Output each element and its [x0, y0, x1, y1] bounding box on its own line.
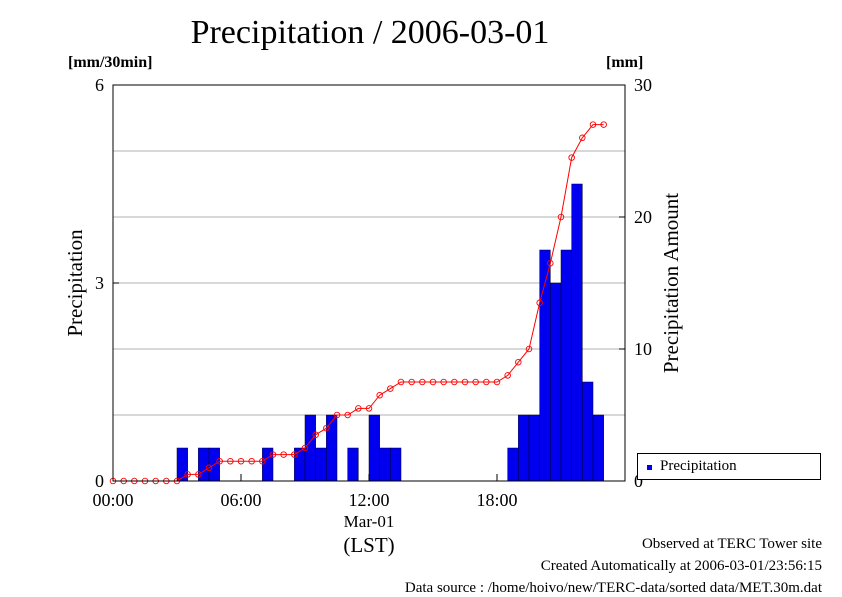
right-tick-label: 10 — [634, 339, 652, 359]
x-tick-label: 18:00 — [476, 490, 517, 510]
bar-11:00 — [347, 447, 359, 482]
cumulative-point-15:00 — [429, 378, 437, 386]
left-tick-label: 0 — [95, 471, 104, 491]
cumulative-point-20:00 — [536, 299, 543, 307]
axes: 0 3 6 0 10 20 30 00:00 06:00 12:00 18:00 Mar-01 (LST… — [63, 75, 683, 557]
cumulative-point-09:00 — [301, 444, 309, 452]
x-axis-title: (LST) — [343, 533, 394, 557]
bar-19:30 — [528, 414, 540, 482]
right-tick-label: 0 — [634, 471, 643, 491]
bar-21:00 — [560, 249, 572, 482]
right-tick-label: 30 — [634, 75, 652, 95]
x-date-label: Mar-01 — [344, 512, 395, 531]
cumulative-point-13:00 — [387, 385, 394, 392]
cumulative-point-04:00 — [195, 471, 202, 478]
cumulative-point-15:30 — [440, 378, 447, 386]
bar-22:30 — [592, 414, 604, 482]
cumulative-point-08:30 — [291, 451, 298, 458]
x-tick-label: 12:00 — [348, 490, 389, 510]
cumulative-point-23:00 — [600, 121, 607, 128]
cumulative-point-10:30 — [333, 411, 341, 419]
cumulative-point-10:00 — [323, 424, 330, 432]
cumulative-point-16:30 — [461, 378, 469, 386]
cumulative-point-06:00 — [237, 457, 245, 465]
left-tick-label: 3 — [95, 273, 104, 293]
bar-19:00 — [518, 414, 530, 482]
legend: Precipitation — [637, 453, 821, 480]
cumulative-point-22:30 — [589, 121, 597, 128]
cumulative-point-14:30 — [419, 378, 426, 386]
cumulative-point-17:30 — [483, 378, 490, 386]
chart-title: Precipitation / 2006-03-01 — [190, 14, 550, 51]
source-note: Data source : /home/hoivo/new/TERC-data/… — [404, 580, 822, 596]
bar-09:00 — [304, 414, 316, 482]
x-tick-label: 06:00 — [220, 490, 261, 510]
bar-series — [176, 183, 604, 482]
cumulative-point-11:30 — [355, 405, 362, 412]
cumulative-point-19:00 — [515, 358, 522, 366]
bar-13:00 — [390, 447, 402, 482]
cumulative-point-06:30 — [248, 457, 255, 465]
cumulative-point-17:00 — [472, 378, 479, 386]
cumulative-point-07:00 — [259, 457, 266, 465]
bar-20:30 — [550, 282, 562, 482]
cumulative-point-12:30 — [376, 391, 383, 399]
bar-10:00 — [326, 414, 338, 482]
cumulative-point-22:00 — [579, 134, 586, 142]
legend-label: Precipitation — [660, 458, 737, 474]
cumulative-point-19:30 — [525, 345, 533, 353]
cumulative-point-20:30 — [547, 259, 554, 267]
bar-21:30 — [571, 183, 583, 482]
cumulative-point-11:00 — [344, 411, 351, 419]
y-axis-title: Precipitation — [63, 229, 87, 337]
right-tick-label: 20 — [634, 207, 652, 227]
created-note: Created Automatically at 2006-03-01/23:5… — [540, 558, 822, 574]
cumulative-point-14:00 — [408, 378, 415, 386]
bar-12:00 — [368, 414, 380, 482]
left-axis-unit: [mm/30min] — [68, 54, 153, 71]
cumulative-point-18:00 — [493, 378, 501, 386]
cumulative-point-05:30 — [227, 457, 234, 465]
y2-axis-title: Precipitation Amount — [659, 193, 683, 373]
right-axis-unit: [mm] — [606, 54, 644, 71]
bar-03:00 — [176, 447, 188, 482]
cumulative-point-18:30 — [504, 372, 511, 379]
cumulative-point-13:30 — [397, 378, 405, 386]
legend-swatch — [647, 465, 652, 470]
bar-09:30 — [315, 447, 327, 482]
cumulative-line — [113, 124, 604, 482]
bar-08:30 — [294, 447, 306, 482]
cumulative-point-21:30 — [568, 154, 575, 161]
cumulative-point-04:30 — [205, 464, 213, 472]
cumulative-point-05:00 — [216, 457, 223, 465]
x-tick-label: 00:00 — [92, 490, 133, 510]
cumulative-point-21:00 — [557, 213, 565, 221]
cumulative-point-03:30 — [184, 471, 191, 478]
bar-07:00 — [262, 447, 274, 482]
bar-22:00 — [582, 381, 594, 482]
cumulative-point-08:00 — [280, 451, 287, 458]
bar-12:30 — [379, 447, 391, 482]
bar-04:00 — [198, 447, 210, 482]
cumulative-point-16:00 — [451, 378, 458, 386]
cumulative-point-12:00 — [365, 405, 373, 412]
observed-note: Observed at TERC Tower site — [641, 536, 822, 552]
bar-18:30 — [507, 447, 519, 482]
cumulative-point-07:30 — [269, 451, 277, 458]
cumulative-point-09:30 — [312, 431, 319, 439]
left-tick-label: 6 — [95, 75, 104, 95]
